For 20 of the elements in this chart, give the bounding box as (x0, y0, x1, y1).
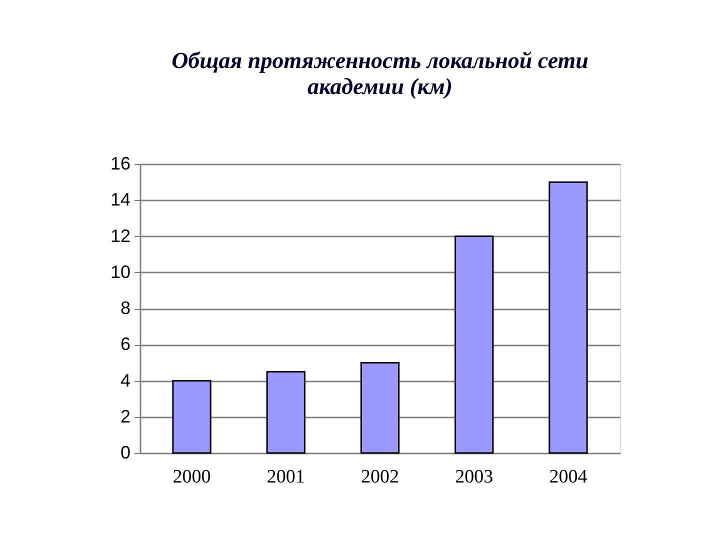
bar (172, 380, 212, 454)
y-tick-label: 16 (110, 154, 130, 174)
x-tick-label: 2001 (266, 466, 305, 488)
y-tick-label: 14 (110, 190, 130, 210)
x-tick-label: 2002 (361, 466, 399, 488)
bar (266, 370, 306, 454)
x-tick-label: 2004 (549, 466, 588, 488)
chart-title: Общая протяженность локальной сети академии (км) (172, 48, 589, 99)
bar (548, 181, 588, 454)
y-tick-label: 2 (120, 406, 130, 426)
y-tick-label: 0 (120, 442, 130, 462)
y-tick-label: 12 (110, 226, 130, 246)
y-tick-label: 4 (120, 370, 130, 390)
y-tick-label: 6 (120, 334, 130, 354)
bar (454, 236, 494, 454)
x-tick-label: 2000 (172, 466, 211, 488)
x-tick-label: 2003 (455, 466, 494, 488)
bar (360, 362, 400, 454)
y-tick-label: 10 (110, 262, 130, 282)
y-tick-label: 8 (120, 298, 130, 318)
